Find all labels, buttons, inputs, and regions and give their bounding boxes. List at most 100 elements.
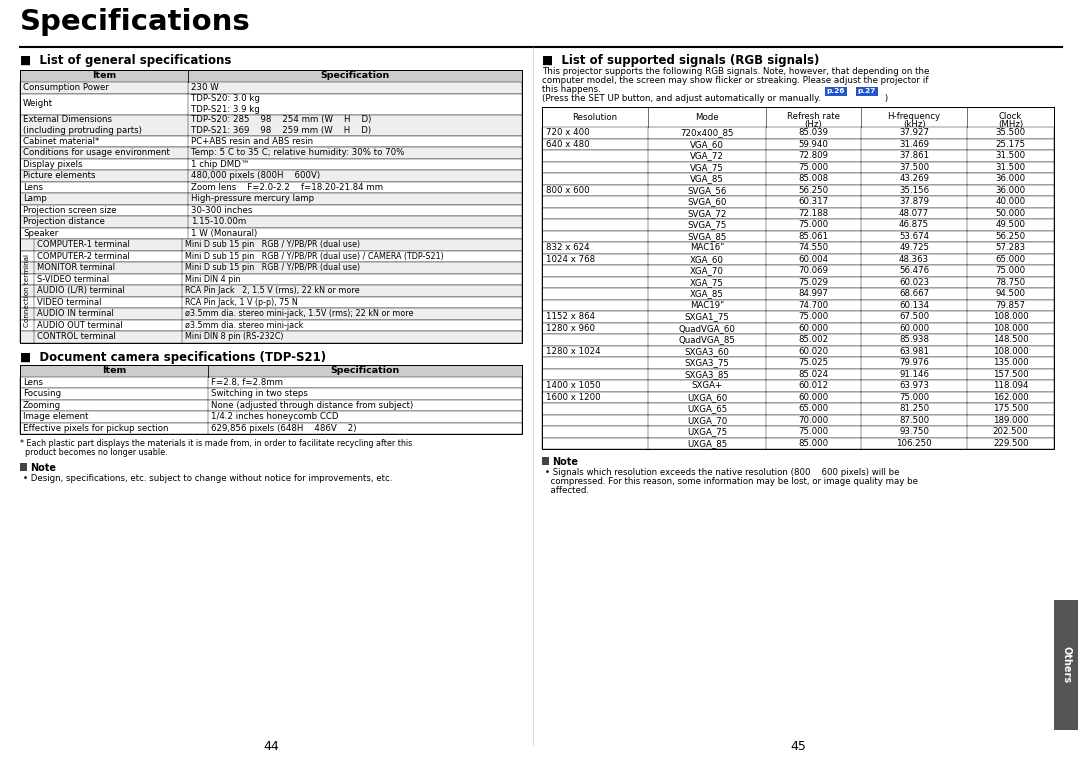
- Bar: [542, 196, 1054, 208]
- Bar: [542, 150, 1054, 162]
- Text: 43.269: 43.269: [900, 174, 929, 183]
- Text: ■  Document camera specifications (TDP-S21): ■ Document camera specifications (TDP-S2…: [21, 352, 326, 365]
- Bar: [21, 320, 522, 331]
- Text: XGA_75: XGA_75: [690, 278, 724, 287]
- Text: 60.004: 60.004: [798, 255, 828, 264]
- Text: RCA Pin Jack, 1 V (p-p), 75 N: RCA Pin Jack, 1 V (p-p), 75 N: [185, 298, 298, 307]
- Text: 37.861: 37.861: [899, 151, 929, 160]
- Text: Focusing: Focusing: [23, 389, 62, 398]
- Text: 230 W: 230 W: [191, 83, 219, 92]
- Bar: [542, 162, 1054, 173]
- Text: 79.976: 79.976: [900, 359, 929, 367]
- Text: 70.000: 70.000: [798, 416, 828, 425]
- Text: 162.000: 162.000: [993, 393, 1028, 402]
- Text: compressed. For this reason, some information may be lost, or image quality may : compressed. For this reason, some inform…: [545, 477, 918, 486]
- Text: VIDEO terminal: VIDEO terminal: [37, 298, 102, 307]
- Bar: [21, 273, 522, 285]
- Text: TDP-S20: 3.0 kg: TDP-S20: 3.0 kg: [191, 94, 260, 103]
- Text: 202.500: 202.500: [993, 427, 1028, 436]
- Text: Item: Item: [92, 72, 117, 81]
- Text: 85.002: 85.002: [798, 335, 828, 344]
- Bar: [21, 70, 522, 82]
- Text: 118.094: 118.094: [993, 382, 1028, 390]
- Text: 1600 x 1200: 1600 x 1200: [546, 393, 600, 402]
- Bar: [542, 288, 1054, 300]
- Text: 832 x 624: 832 x 624: [546, 243, 590, 253]
- Text: Lamp: Lamp: [23, 195, 46, 203]
- Text: 1/4.2 inches honeycomb CCD: 1/4.2 inches honeycomb CCD: [211, 412, 338, 421]
- Bar: [21, 159, 522, 170]
- Text: SXGA+: SXGA+: [691, 382, 723, 390]
- Text: Weight: Weight: [23, 99, 53, 108]
- Bar: [21, 262, 522, 273]
- Text: ■  List of supported signals (RGB signals): ■ List of supported signals (RGB signals…: [542, 54, 820, 67]
- Bar: [542, 457, 549, 465]
- Text: • Signals which resolution exceeds the native resolution (800    600 pixels) wil: • Signals which resolution exceeds the n…: [545, 468, 900, 477]
- Text: 25.175: 25.175: [996, 140, 1026, 149]
- Text: Specification: Specification: [330, 366, 400, 375]
- Text: (Press the SET UP button, and adjust automatically or manually.: (Press the SET UP button, and adjust aut…: [542, 94, 823, 103]
- Text: 480,000 pixels (800H    600V): 480,000 pixels (800H 600V): [191, 171, 320, 180]
- Bar: [21, 136, 522, 147]
- Text: 70.069: 70.069: [798, 266, 828, 275]
- Text: VGA_72: VGA_72: [690, 151, 724, 160]
- Text: 1 chip DMD™: 1 chip DMD™: [191, 159, 249, 169]
- Bar: [21, 365, 522, 434]
- Bar: [21, 388, 522, 400]
- Text: 79.857: 79.857: [996, 301, 1026, 310]
- Bar: [542, 334, 1054, 346]
- Text: 800 x 600: 800 x 600: [546, 185, 590, 195]
- Bar: [542, 357, 1054, 369]
- Text: 720 x 400: 720 x 400: [546, 128, 590, 137]
- Text: Projection screen size: Projection screen size: [23, 206, 117, 214]
- Text: PC+ABS resin and ABS resin: PC+ABS resin and ABS resin: [191, 137, 313, 146]
- Bar: [542, 403, 1054, 414]
- Bar: [542, 391, 1054, 403]
- Bar: [21, 170, 522, 182]
- Text: 72.188: 72.188: [798, 209, 828, 217]
- Text: 135.000: 135.000: [993, 359, 1028, 367]
- Text: 81.250: 81.250: [899, 404, 929, 414]
- Bar: [542, 173, 1054, 185]
- Text: CONTROL terminal: CONTROL terminal: [37, 332, 116, 341]
- Text: SVGA_72: SVGA_72: [687, 209, 727, 217]
- Text: 36.000: 36.000: [996, 185, 1026, 195]
- Text: 108.000: 108.000: [993, 312, 1028, 321]
- Text: External Dimensions: External Dimensions: [23, 115, 112, 124]
- Text: 1.15-10.00m: 1.15-10.00m: [191, 217, 246, 227]
- Text: Conditions for usage environment: Conditions for usage environment: [23, 148, 170, 157]
- Bar: [542, 265, 1054, 276]
- Text: Note: Note: [30, 463, 56, 473]
- Text: Connection terminal: Connection terminal: [24, 254, 30, 327]
- Text: High-pressure mercury lamp: High-pressure mercury lamp: [191, 195, 314, 203]
- Bar: [21, 94, 522, 114]
- Bar: [542, 369, 1054, 380]
- Text: 1280 x 960: 1280 x 960: [546, 324, 595, 333]
- Bar: [542, 437, 1054, 449]
- Text: 35.500: 35.500: [996, 128, 1026, 137]
- Text: 60.000: 60.000: [899, 324, 929, 333]
- Text: MAC16": MAC16": [690, 243, 725, 253]
- Bar: [542, 185, 1054, 196]
- Text: Projection distance: Projection distance: [23, 217, 105, 227]
- Text: 75.025: 75.025: [798, 359, 828, 367]
- Text: Note: Note: [552, 457, 578, 467]
- Text: 75.000: 75.000: [996, 266, 1026, 275]
- Text: SXGA3_85: SXGA3_85: [685, 370, 729, 378]
- Text: Mini D sub 15 pin   RGB / Y/PB/PR (dual use) / CAMERA (TDP-S21): Mini D sub 15 pin RGB / Y/PB/PR (dual us…: [185, 252, 444, 261]
- Text: TDP-S21: 3.9 kg: TDP-S21: 3.9 kg: [191, 105, 260, 114]
- Text: 74.700: 74.700: [798, 301, 828, 310]
- Bar: [542, 139, 1054, 150]
- Text: COMPUTER-1 terminal: COMPUTER-1 terminal: [37, 240, 130, 250]
- Bar: [21, 365, 522, 376]
- Bar: [542, 107, 1054, 127]
- Text: 74.550: 74.550: [798, 243, 828, 253]
- Bar: [21, 411, 522, 423]
- Text: Specifications: Specifications: [21, 8, 251, 36]
- Text: 36.000: 36.000: [996, 174, 1026, 183]
- Text: Zoom lens    F=2.0-2.2    f=18.20-21.84 mm: Zoom lens F=2.0-2.2 f=18.20-21.84 mm: [191, 183, 383, 192]
- Text: 1024 x 768: 1024 x 768: [546, 255, 595, 264]
- Text: SVGA_85: SVGA_85: [687, 232, 727, 241]
- Text: 94.500: 94.500: [996, 289, 1026, 298]
- Text: 93.750: 93.750: [900, 427, 929, 436]
